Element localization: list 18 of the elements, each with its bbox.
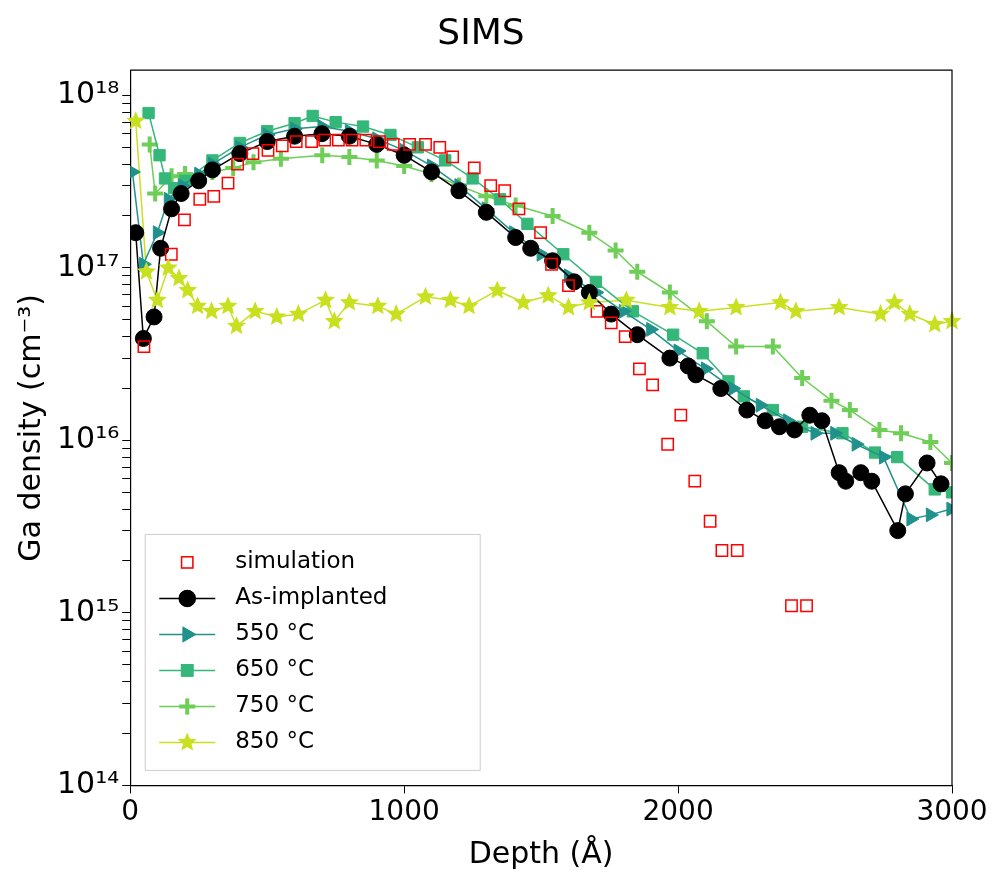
y-tick-label: 10¹⁵ bbox=[56, 592, 120, 628]
legend-label: As-implanted bbox=[235, 583, 388, 610]
legend-label: simulation bbox=[235, 547, 356, 574]
y-tick-label: 10¹⁸ bbox=[56, 75, 120, 111]
x-tick-label: 1000 bbox=[368, 794, 440, 828]
legend-label: 850 °C bbox=[235, 727, 315, 754]
x-tick-label: 2000 bbox=[642, 794, 714, 828]
y-tick-label: 10¹⁴ bbox=[56, 765, 120, 801]
legend-label: 650 °C bbox=[235, 655, 315, 682]
x-tick-label: 3000 bbox=[916, 794, 988, 828]
chart-title: SIMS bbox=[437, 10, 525, 52]
y-tick-label: 10¹⁷ bbox=[56, 247, 120, 283]
y-axis-title: Ga density (cm⁻³) bbox=[11, 293, 47, 562]
legend-label: 750 °C bbox=[235, 691, 315, 718]
x-tick-label: 0 bbox=[121, 794, 140, 828]
y-tick-label: 10¹⁶ bbox=[56, 420, 120, 456]
x-axis-title: Depth (Å) bbox=[468, 834, 614, 870]
legend-label: 550 °C bbox=[235, 619, 315, 646]
